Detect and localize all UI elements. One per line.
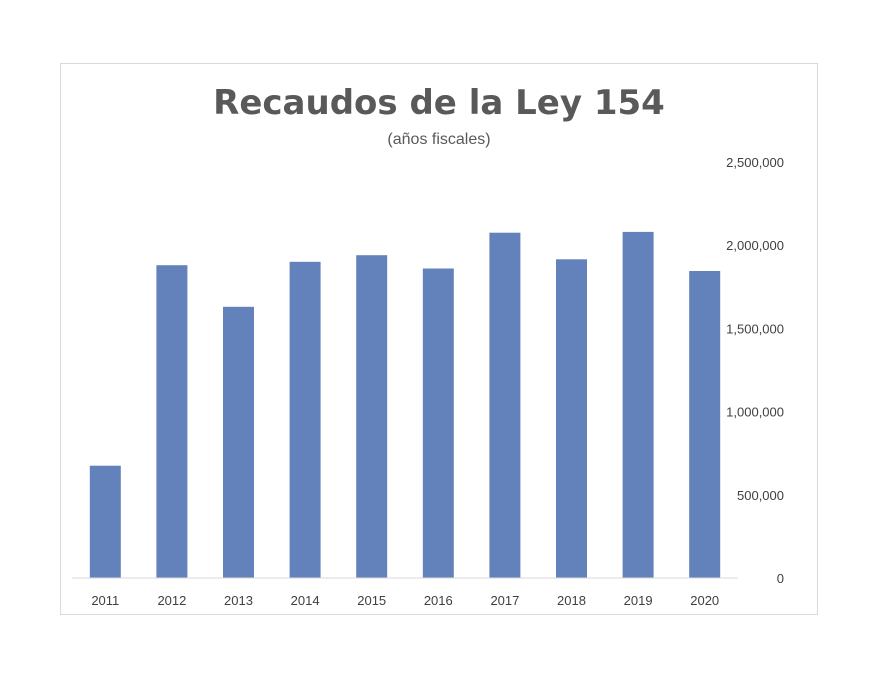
chart-title: Recaudos de la Ley 154 (213, 83, 665, 123)
bar-2012 (156, 265, 188, 578)
bars-group (89, 231, 721, 578)
x-tick-label-2019: 2019 (624, 593, 653, 608)
bar-2016 (422, 268, 454, 578)
x-tick-label-2017: 2017 (490, 593, 519, 608)
bar-2015 (356, 255, 388, 578)
bar-2017 (489, 232, 521, 578)
x-tick-label-2015: 2015 (357, 593, 386, 608)
y-tick-label: 2,000,000 (726, 238, 784, 253)
bar-2020 (689, 271, 721, 578)
bar-2013 (223, 306, 254, 578)
x-tick-label-2018: 2018 (557, 593, 586, 608)
bar-2019 (622, 231, 654, 578)
chart-subtitle: (años fiscales) (387, 131, 490, 148)
bar-2018 (556, 259, 587, 578)
y-tick-labels: 0 500,000 1,000,000 1,500,000 2,000,000 2,500… (726, 155, 784, 586)
y-tick-label: 0 (777, 571, 784, 586)
x-tick-label-2020: 2020 (690, 593, 719, 608)
y-tick-label: 1,500,000 (726, 321, 784, 336)
x-tick-label-2014: 2014 (291, 593, 320, 608)
x-tick-label-2012: 2012 (157, 593, 186, 608)
y-tick-label: 2,500,000 (726, 155, 784, 170)
x-tick-labels: 2011 2012 2013 2014 2015 2016 2017 2018 2019 2020 (91, 593, 719, 608)
x-tick-label-2011: 2011 (91, 593, 119, 608)
bar-2014 (289, 261, 321, 578)
y-tick-label: 500,000 (737, 488, 784, 503)
bar-2011 (89, 465, 121, 578)
x-tick-label-2013: 2013 (224, 593, 253, 608)
y-tick-label: 1,000,000 (726, 405, 784, 420)
x-tick-label-2016: 2016 (424, 593, 453, 608)
